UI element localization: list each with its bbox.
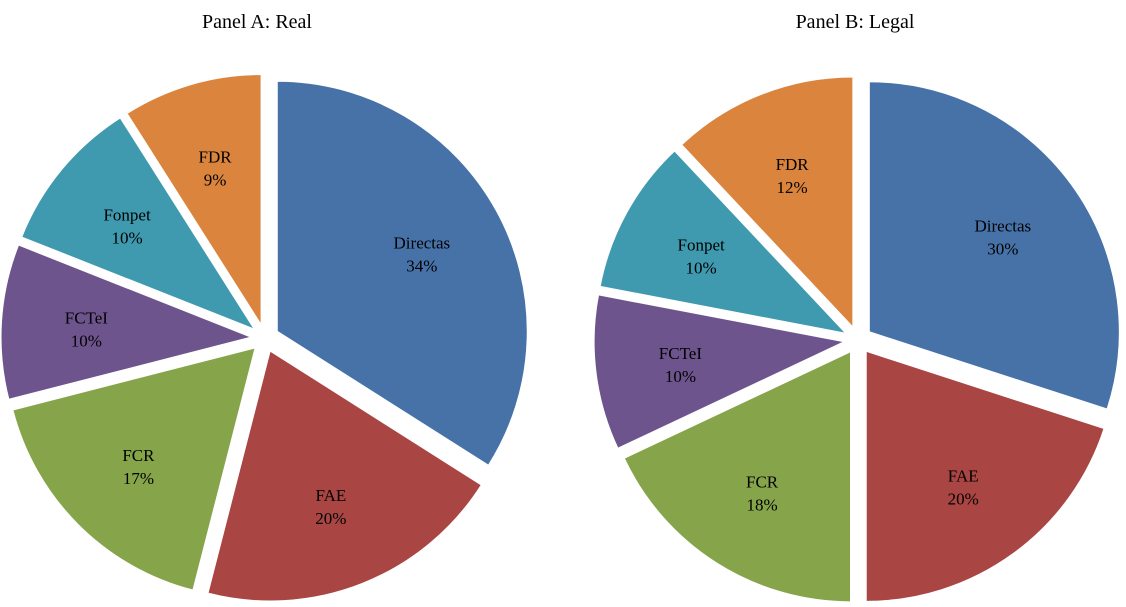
pie-slice	[126, 74, 262, 327]
chart-title: Panel A: Real	[202, 11, 312, 33]
category-label: FAE	[948, 466, 979, 485]
slice-label: FAE 20%	[315, 486, 346, 528]
category-label: Fonpet	[103, 206, 151, 225]
pie-slice	[681, 76, 854, 329]
slice-label: FDR 12%	[776, 155, 810, 197]
slice-label: Fonpet 10%	[103, 206, 151, 248]
category-label: FDR	[199, 148, 233, 167]
value-label: 9%	[204, 171, 227, 190]
category-label: FDR	[776, 155, 810, 174]
slice-label: FCTeI 10%	[659, 344, 703, 386]
pie-slice	[12, 347, 256, 591]
category-label: Fonpet	[678, 235, 726, 254]
pie-slice	[599, 150, 848, 335]
pie-slice	[207, 350, 482, 602]
value-label: 30%	[987, 239, 1018, 258]
category-label: FAE	[315, 486, 346, 505]
slice-label: FCTeI 10%	[65, 308, 109, 350]
value-label: 10%	[686, 258, 717, 277]
category-label: FCTeI	[65, 308, 109, 327]
slice-label: Directas 34%	[394, 233, 451, 275]
category-label: FCR	[746, 473, 779, 492]
pie-slice	[623, 351, 851, 603]
slice-label: FDR 9%	[199, 148, 233, 190]
pie-slice	[0, 244, 253, 400]
chart-title: Panel B: Legal	[796, 11, 915, 33]
pie-slice	[865, 350, 1105, 602]
value-label: 20%	[948, 489, 979, 508]
category-label: Directas	[974, 216, 1031, 235]
value-label: 17%	[123, 469, 154, 488]
pie-slice	[276, 80, 528, 466]
slice-label: FCR 18%	[746, 473, 779, 515]
value-label: 18%	[747, 496, 778, 515]
pie-slice	[868, 81, 1120, 410]
category-label: FCR	[122, 446, 155, 465]
slice-label: Directas 30%	[974, 216, 1031, 258]
category-label: Directas	[394, 233, 451, 252]
value-label: 10%	[71, 331, 102, 350]
slice-label: Fonpet 10%	[678, 235, 726, 277]
value-label: 12%	[777, 178, 808, 197]
pie-slice	[21, 117, 256, 331]
pie-slice	[593, 294, 846, 449]
slice-label: FAE 20%	[948, 466, 979, 508]
value-label: 10%	[665, 367, 696, 386]
value-label: 20%	[315, 509, 346, 528]
value-label: 34%	[406, 256, 437, 275]
category-label: FCTeI	[659, 344, 703, 363]
value-label: 10%	[111, 228, 142, 247]
slice-label: FCR 17%	[122, 446, 155, 488]
